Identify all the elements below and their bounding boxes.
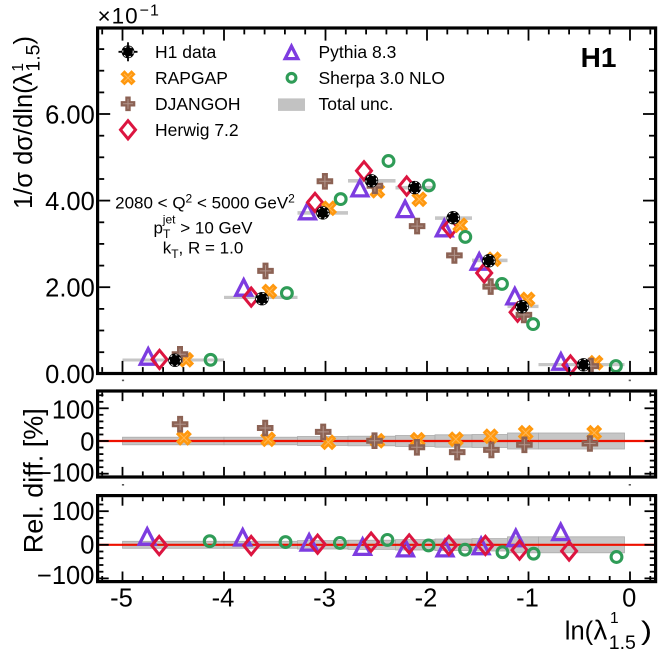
- svg-text:1: 1: [10, 63, 27, 72]
- svg-text:1/σ dσ/dln(λ: 1/σ dσ/dln(λ: [10, 72, 38, 209]
- svg-text:1.5: 1.5: [609, 632, 636, 654]
- svg-text:Total unc.: Total unc.: [319, 94, 394, 114]
- svg-text:Sherpa 3.0 NLO: Sherpa 3.0 NLO: [319, 68, 445, 88]
- svg-text:H1 data: H1 data: [155, 42, 217, 62]
- svg-text:λ: λ: [594, 615, 608, 646]
- svg-text:−100: −100: [37, 562, 94, 590]
- svg-text:-5: -5: [110, 585, 133, 613]
- svg-text:4.00: 4.00: [45, 188, 95, 216]
- svg-text:-1: -1: [516, 585, 539, 613]
- svg-text:RAPGAP: RAPGAP: [155, 68, 228, 88]
- svg-text:0.00: 0.00: [45, 361, 95, 389]
- svg-text:1: 1: [610, 610, 619, 627]
- svg-text:2.00: 2.00: [45, 275, 95, 303]
- svg-text:H1: H1: [581, 42, 617, 73]
- svg-text:Pythia 8.3: Pythia 8.3: [319, 42, 397, 62]
- svg-text:100: 100: [52, 396, 95, 424]
- svg-text:kT, R = 1.0: kT, R = 1.0: [163, 239, 244, 262]
- svg-text:Rel. diff. [%]: Rel. diff. [%]: [18, 408, 48, 553]
- svg-text:2080 < Q2 < 5000 GeV2: 2080 < Q2 < 5000 GeV2: [115, 192, 295, 213]
- svg-text:0: 0: [622, 585, 636, 613]
- svg-text:0: 0: [80, 532, 94, 560]
- svg-text:100: 100: [52, 498, 95, 526]
- svg-text:ln(: ln(: [565, 618, 594, 646]
- svg-text:Herwig 7.2: Herwig 7.2: [155, 120, 239, 140]
- svg-text:): ): [10, 36, 38, 45]
- svg-text:−100: −100: [37, 459, 94, 487]
- svg-text:-3: -3: [313, 585, 336, 613]
- svg-text:6.00: 6.00: [45, 101, 95, 129]
- svg-text:0: 0: [80, 428, 94, 456]
- svg-text:1.5: 1.5: [23, 44, 45, 71]
- svg-text:DJANGOH: DJANGOH: [155, 94, 241, 114]
- svg-text:): ): [641, 618, 652, 646]
- svg-text:-2: -2: [415, 585, 438, 613]
- svg-text:-4: -4: [212, 585, 235, 613]
- svg-text:×10−1: ×10−1: [98, 3, 160, 29]
